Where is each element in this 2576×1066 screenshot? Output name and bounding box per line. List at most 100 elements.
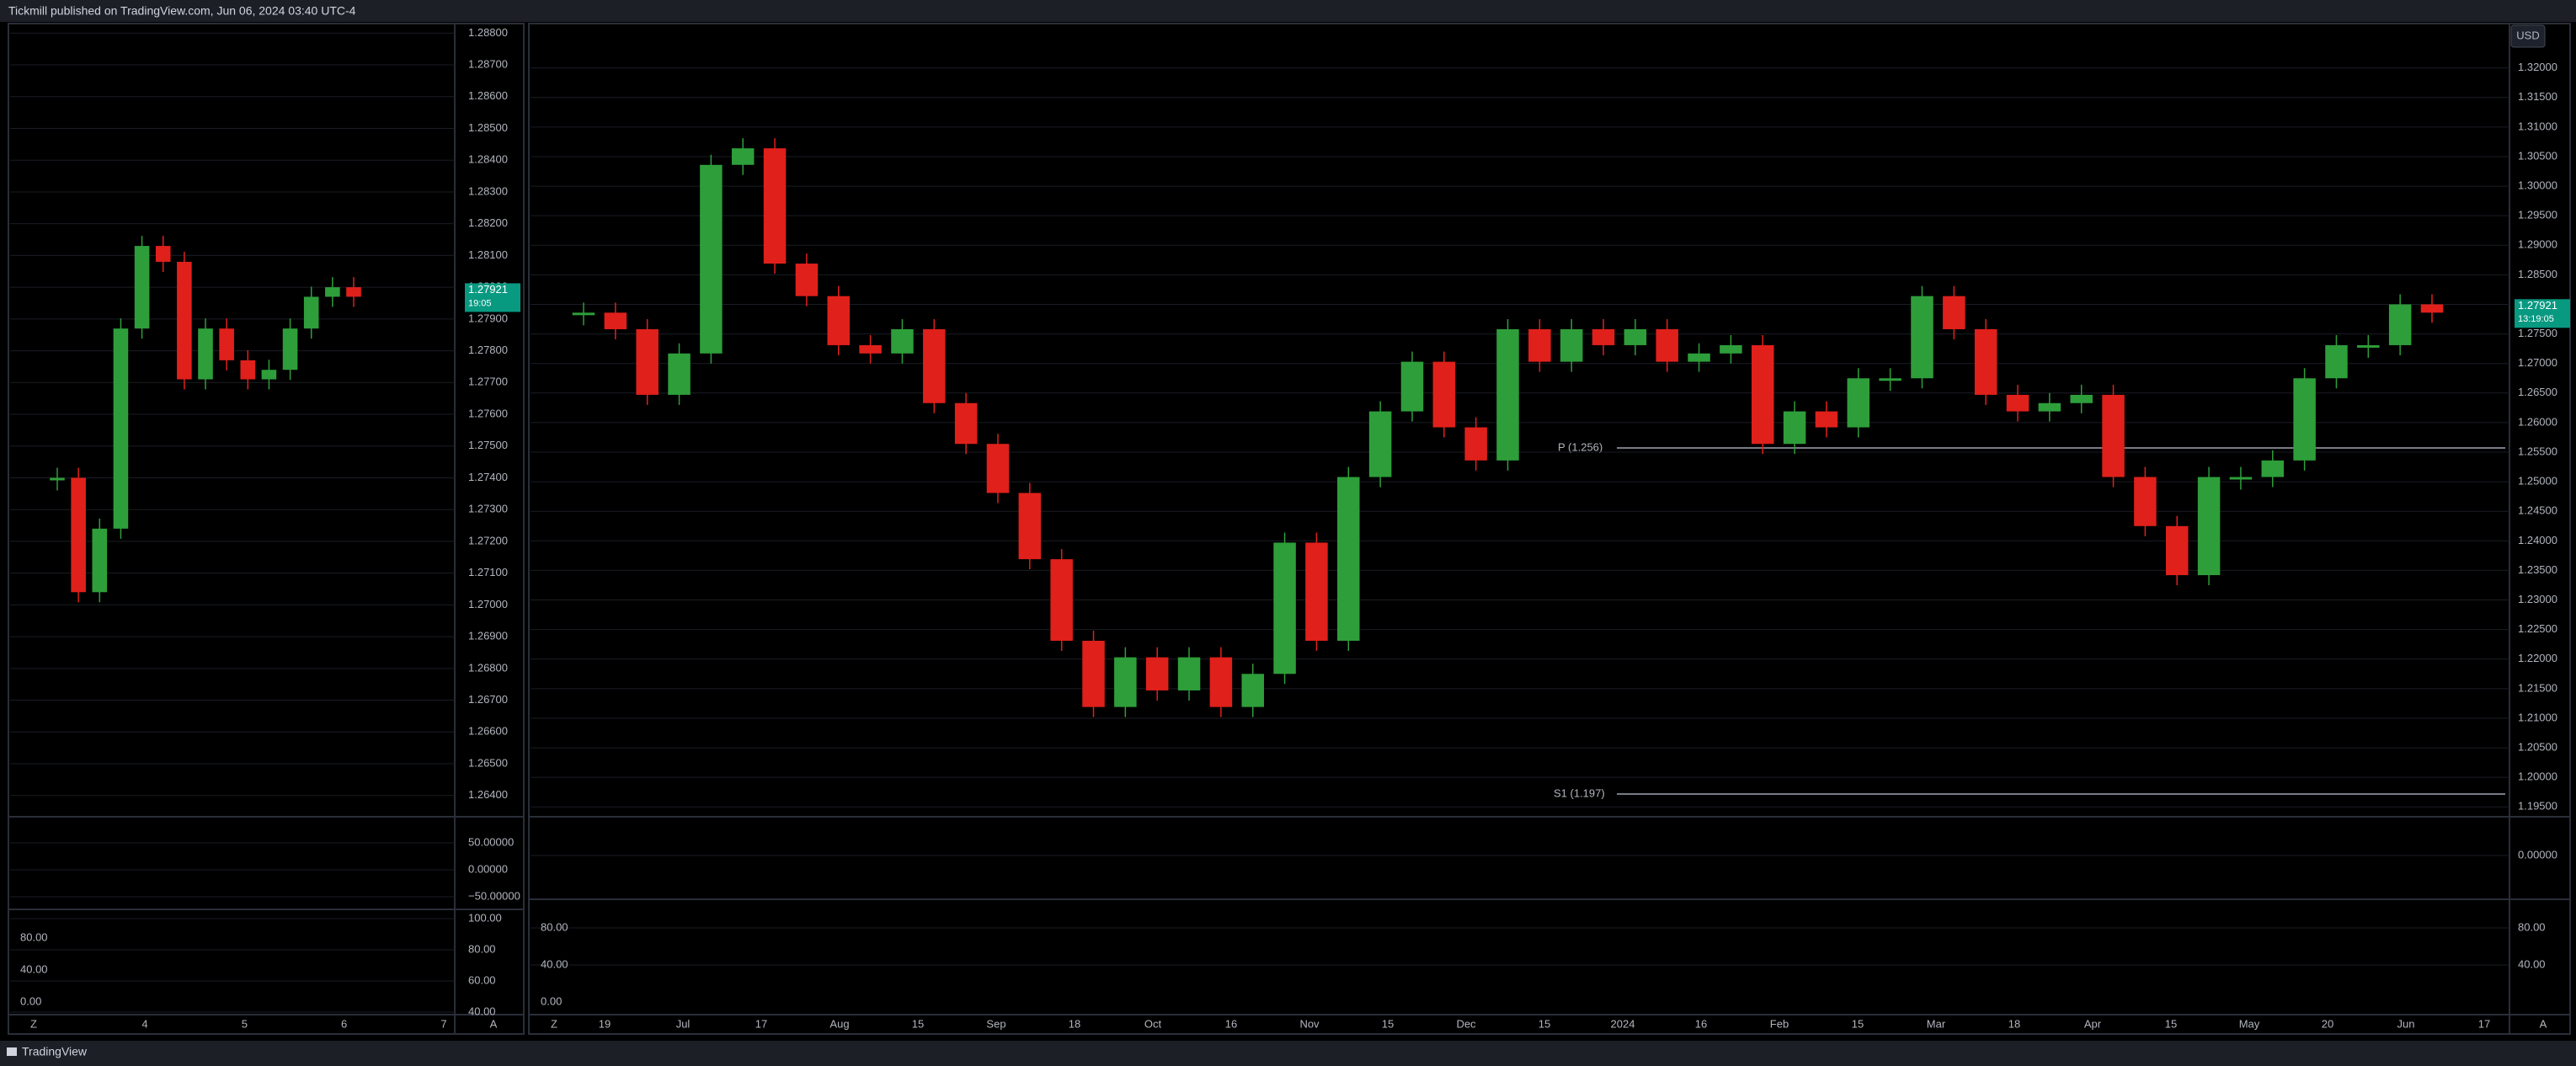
- candle: [1943, 296, 1965, 329]
- axis-button[interactable]: Z: [30, 1017, 37, 1030]
- time-label: 2024: [1611, 1017, 1635, 1030]
- time-label: May: [2239, 1017, 2260, 1030]
- candle: [2070, 394, 2093, 403]
- candle: [303, 296, 319, 329]
- candle: [1815, 411, 1838, 428]
- tick-label: −50.00000: [468, 889, 520, 902]
- candle: [1974, 328, 1997, 395]
- tick-label: 1.28500: [2518, 268, 2557, 280]
- time-label: 16: [1225, 1017, 1237, 1030]
- pane-borders: [8, 23, 2571, 1035]
- tick-label: 1.27100: [468, 566, 508, 578]
- candle: [155, 246, 171, 262]
- tick-label: 1.28200: [468, 216, 508, 229]
- tick-label: 80.00: [20, 930, 48, 943]
- tick-label: 1.25000: [2518, 475, 2557, 488]
- tick-label: 80.00: [541, 920, 568, 933]
- candle: [2134, 477, 2157, 526]
- tick-label: 50.00000: [468, 835, 514, 848]
- candle: [92, 528, 108, 593]
- time-label: 15: [1539, 1017, 1550, 1030]
- time-label: Aug: [829, 1017, 849, 1030]
- time-label: 5: [242, 1017, 248, 1030]
- candle: [1400, 361, 1424, 412]
- candle: [923, 328, 946, 403]
- candle: [1018, 493, 1042, 560]
- candle: [2165, 525, 2189, 576]
- time-label: 6: [341, 1017, 347, 1030]
- candle: [177, 261, 192, 380]
- footer-brand[interactable]: TradingView: [22, 1045, 88, 1058]
- tick-label: 0.00000: [2518, 848, 2557, 861]
- tick-label: 1.27500: [2518, 327, 2557, 339]
- time-label: Oct: [1144, 1017, 1162, 1030]
- candle: [795, 264, 819, 296]
- time-label: 18: [1069, 1017, 1080, 1030]
- axis-button[interactable]: Z: [551, 1017, 557, 1030]
- candle: [2197, 477, 2221, 576]
- candle: [1273, 542, 1296, 674]
- candle: [2102, 394, 2125, 477]
- candle: [1528, 328, 1551, 362]
- candle: [2261, 460, 2285, 477]
- time-label: 7: [440, 1017, 446, 1030]
- tick-label: 1.26700: [468, 693, 508, 706]
- tick-label: 1.28400: [468, 153, 508, 166]
- tick-label: 1.28500: [468, 121, 508, 134]
- candle: [134, 246, 150, 329]
- axis-button[interactable]: A: [2540, 1017, 2547, 1030]
- tick-label: 1.26400: [468, 788, 508, 801]
- tick-label: 1.26500: [2518, 386, 2557, 398]
- time-label: 15: [912, 1017, 924, 1030]
- axis-button[interactable]: A: [490, 1017, 498, 1030]
- candle: [1050, 559, 1073, 641]
- candle: [1496, 328, 1519, 461]
- tick-label: 0.00: [541, 994, 562, 1007]
- tick-label: 1.27300: [468, 503, 508, 515]
- tick-label: 1.24500: [2518, 504, 2557, 517]
- tick-label: 1.28700: [468, 57, 508, 70]
- time-badge-text: 13:19:05: [2518, 314, 2554, 324]
- tick-label: 1.30500: [2518, 149, 2557, 162]
- tick-label: 1.21000: [2518, 711, 2557, 723]
- tick-label: 80.00: [2518, 920, 2546, 933]
- tick-label: 1.30000: [2518, 179, 2557, 192]
- tick-label: 1.22500: [2518, 622, 2557, 635]
- currency-label: USD: [2516, 29, 2539, 41]
- candle: [240, 360, 256, 380]
- tick-label: 60.00: [468, 973, 496, 986]
- candle: [261, 370, 277, 380]
- tick-label: 1.20000: [2518, 770, 2557, 783]
- tick-label: 1.23500: [2518, 563, 2557, 576]
- candle: [1783, 411, 1806, 445]
- time-label: Feb: [1770, 1017, 1789, 1030]
- tick-label: 1.25500: [2518, 445, 2557, 457]
- tick-label: 1.24000: [2518, 534, 2557, 546]
- time-label: 15: [1852, 1017, 1864, 1030]
- candle: [1464, 427, 1487, 461]
- candle: [1241, 674, 1264, 707]
- candle: [1720, 344, 1742, 354]
- candle: [604, 312, 627, 329]
- time-label: 18: [2008, 1017, 2020, 1030]
- time-label: Dec: [1456, 1017, 1476, 1030]
- tick-label: 1.28300: [468, 184, 508, 197]
- candle: [1432, 361, 1456, 428]
- candle: [1624, 328, 1647, 345]
- candle: [1337, 477, 1360, 641]
- candle: [2388, 304, 2412, 345]
- time-label: 15: [1382, 1017, 1394, 1030]
- tick-label: 1.20500: [2518, 741, 2557, 754]
- currency-button[interactable]: [2510, 24, 2546, 48]
- tick-label: 40.00: [2518, 957, 2546, 970]
- tick-label: 1.32000: [2518, 61, 2557, 73]
- tick-label: 1.28100: [468, 248, 508, 261]
- tick-label: 0.00: [20, 994, 41, 1007]
- candle: [1879, 378, 1901, 381]
- candle: [1560, 328, 1583, 362]
- time-label: Jun: [2397, 1017, 2415, 1030]
- candle: [1209, 657, 1233, 707]
- tick-label: 1.27000: [2518, 356, 2557, 369]
